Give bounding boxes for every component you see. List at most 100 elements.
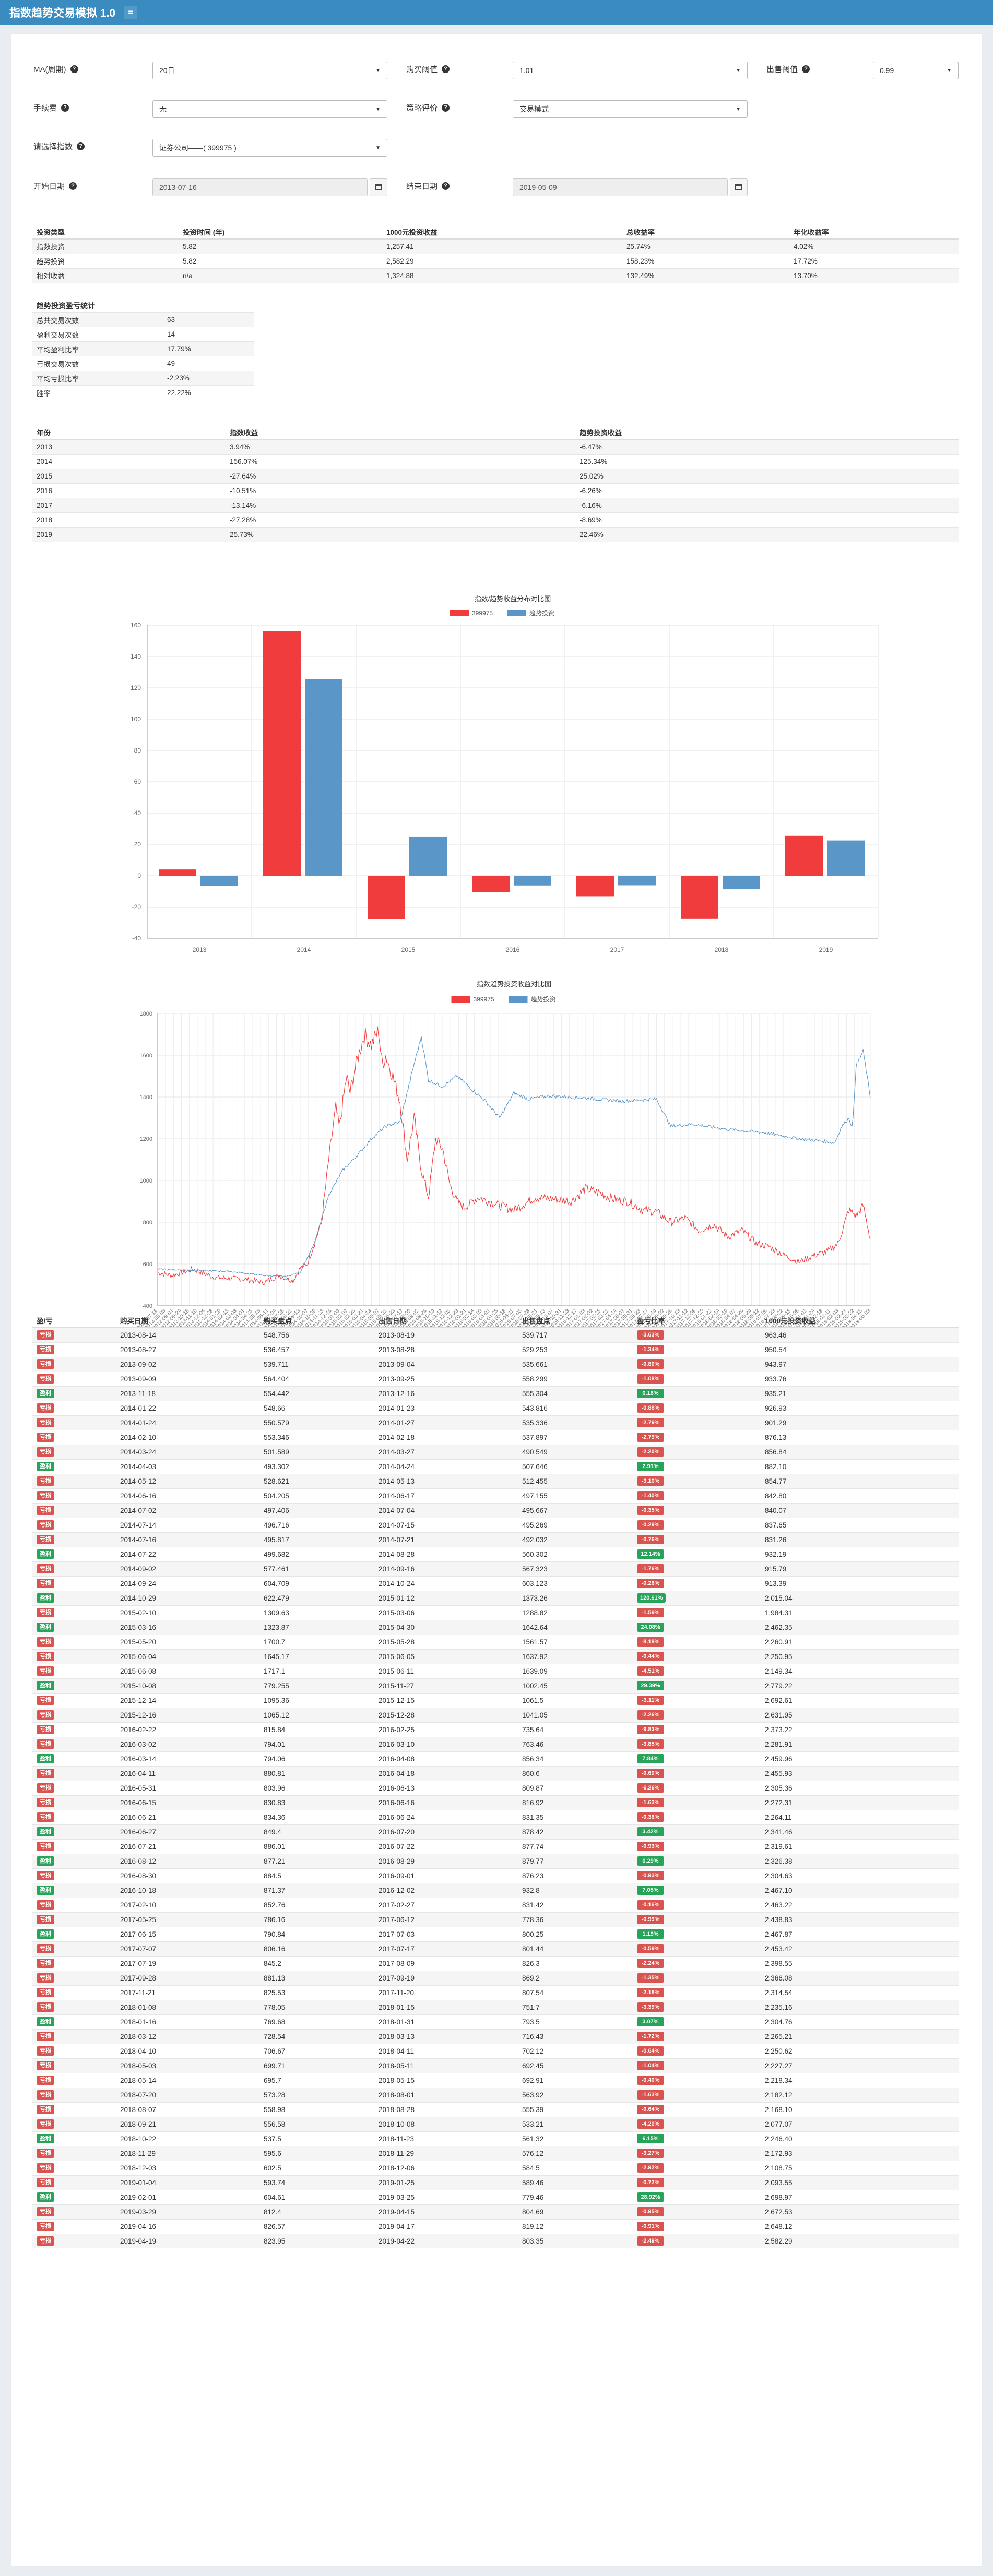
table-cell: 2018-03-12 [116, 2029, 259, 2044]
table-cell: 2019-04-15 [374, 2204, 518, 2219]
start-calendar-icon[interactable] [370, 178, 387, 196]
question-icon[interactable]: ? [442, 65, 450, 73]
table-cell: 1561.57 [518, 1634, 633, 1649]
table-cell: 763.46 [518, 1736, 633, 1751]
buy-threshold-select[interactable]: 1.01 ▼ [513, 62, 748, 79]
sell-threshold-select[interactable]: 0.99 ▼ [873, 62, 959, 79]
table-cell: 801.44 [518, 1941, 633, 1956]
table-row: 亏损 2018-05-03 699.71 2018-05-11 692.45 -1.04%… [32, 2058, 959, 2073]
cell-text: 2,246.40 [765, 2134, 793, 2143]
bar[interactable] [514, 876, 551, 886]
table-cell: 亏损 [32, 1795, 116, 1810]
end-calendar-icon[interactable] [730, 178, 748, 196]
legend-label[interactable]: 399975 [474, 996, 494, 1003]
series-line[interactable] [157, 1036, 871, 1278]
cell-text: 856.34 [522, 1755, 544, 1763]
question-icon[interactable]: ? [802, 65, 810, 73]
cell-text: 2018-05-03 [120, 2061, 157, 2070]
table-cell: 1637.92 [518, 1649, 633, 1664]
table-row: 盈利 2016-03-14 794.06 2016-04-08 856.34 7.84% 2… [32, 1751, 959, 1766]
table-cell: 亏损 [32, 2058, 116, 2073]
table-cell: 平均亏损比率 [32, 371, 163, 386]
legend-swatch[interactable] [509, 996, 528, 1003]
start-date-input[interactable]: 2013-07-16 [152, 178, 368, 196]
table-cell: 2018-01-15 [374, 1999, 518, 2014]
table-cell: 804.69 [518, 2204, 633, 2219]
legend-label[interactable]: 399975 [472, 610, 493, 617]
bar[interactable] [576, 876, 614, 897]
question-icon[interactable]: ? [442, 182, 450, 190]
bar[interactable] [723, 876, 760, 890]
table-row: 亏损 2017-07-07 806.16 2017-07-17 801.44 -0.59%… [32, 1941, 959, 1956]
table-cell: -0.76% [633, 1532, 761, 1547]
table-cell: -0.35% [633, 1502, 761, 1518]
table-cell: 亏损 [32, 1955, 116, 1971]
ratio-badge: -6.26% [637, 1783, 664, 1793]
table-cell: 933.76 [761, 1371, 959, 1386]
table-cell: 2014-05-12 [116, 1473, 259, 1488]
table-cell: 1.19% [633, 1926, 761, 1941]
result-badge: 亏损 [37, 2222, 54, 2231]
bar[interactable] [159, 869, 196, 876]
column-header: 指数收益 [226, 425, 575, 440]
table-cell: 603.123 [518, 1576, 633, 1591]
question-icon[interactable]: ? [70, 65, 78, 73]
cell-text: 932.19 [765, 1550, 787, 1558]
legend-label[interactable]: 趋势投资 [531, 995, 556, 1003]
legend-swatch[interactable] [451, 996, 470, 1003]
table-cell: 602.5 [259, 2160, 374, 2175]
table-cell: 501.589 [259, 1444, 374, 1459]
mode-select[interactable]: 交易模式 ▼ [513, 100, 748, 118]
table-row: 亏损 2014-07-02 497.406 2014-07-04 495.667 -0.3… [32, 1502, 959, 1518]
bar[interactable] [472, 876, 510, 892]
menu-toggle-icon[interactable]: ≡ [124, 6, 138, 19]
bar[interactable] [681, 876, 718, 919]
y-tick-label: -40 [132, 935, 141, 942]
bar[interactable] [200, 876, 238, 886]
legend-swatch[interactable] [507, 610, 526, 616]
result-badge: 亏损 [37, 2163, 54, 2173]
bar[interactable] [827, 840, 865, 876]
table-cell: -0.64% [633, 2102, 761, 2117]
table-cell: 548.66 [259, 1400, 374, 1415]
ma-select[interactable]: 20日 ▼ [152, 62, 387, 79]
ratio-badge: -3.11% [637, 1696, 664, 1705]
cell-text: 950.54 [765, 1345, 787, 1354]
table-row: 胜率 22.22% [32, 385, 254, 400]
table-cell: 794.06 [259, 1751, 374, 1766]
table-cell: -1.59% [633, 1605, 761, 1620]
question-icon[interactable]: ? [77, 142, 85, 150]
bar[interactable] [263, 631, 301, 876]
table-cell: 亏损 [32, 1356, 116, 1372]
cell-text: 2018-07-20 [120, 2091, 157, 2099]
result-badge: 亏损 [37, 1798, 54, 1807]
bar[interactable] [368, 876, 405, 919]
table-cell: 胜率 [32, 385, 163, 400]
cell-text: 2,015.04 [765, 1594, 793, 1602]
bar[interactable] [305, 679, 342, 876]
bar[interactable] [409, 836, 447, 876]
cell-text: 2,304.63 [765, 1871, 793, 1880]
y-tick-label: 160 [131, 622, 141, 629]
question-icon[interactable]: ? [442, 104, 450, 112]
main-content: MA(周期)? 20日 ▼ 购买阈值? 1.01 ▼ 出售阈值? 0.99 ▼ 手续费… [11, 34, 982, 2566]
series-line[interactable] [157, 1026, 871, 1285]
index-select[interactable]: 证券公司——( 399975 ) ▼ [152, 139, 387, 157]
legend-swatch[interactable] [450, 610, 469, 616]
end-date-input[interactable]: 2019-05-09 [513, 178, 728, 196]
table-cell: 495.667 [518, 1502, 633, 1518]
table-row: 亏损 2018-01-08 778.05 2018-01-15 751.7 -3.39% 2… [32, 1999, 959, 2014]
cell-text: 2017-08-09 [379, 1959, 415, 1967]
question-icon[interactable]: ? [61, 104, 69, 112]
bar[interactable] [785, 835, 823, 876]
fee-select[interactable]: 无 ▼ [152, 100, 387, 118]
question-icon[interactable]: ? [69, 182, 77, 190]
cell-text: 2019-04-16 [120, 2222, 157, 2231]
bar[interactable] [618, 876, 656, 886]
table-cell: 536.457 [259, 1342, 374, 1357]
cell-text: 555.39 [522, 2105, 544, 2114]
cell-text: 2,453.42 [765, 1945, 793, 1953]
legend-label[interactable]: 趋势投资 [529, 609, 554, 617]
cell-text: 1002.45 [522, 1681, 548, 1690]
cell-text: 803.35 [522, 2237, 544, 2245]
